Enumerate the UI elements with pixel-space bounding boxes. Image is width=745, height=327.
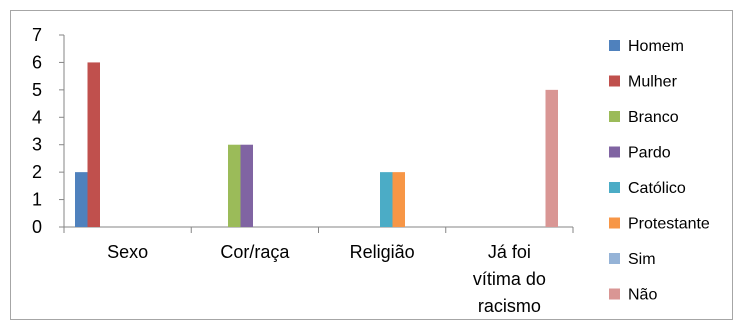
bar-protestante <box>392 172 405 227</box>
legend-label: Sim <box>628 251 656 268</box>
bar-mulher <box>87 62 100 227</box>
legend-label: Não <box>628 287 657 304</box>
chart-frame <box>10 10 733 320</box>
bar-não <box>545 89 558 227</box>
y-tick-label: 7 <box>32 25 42 45</box>
y-tick-label: 4 <box>32 107 42 127</box>
legend-swatch <box>609 288 620 300</box>
category-label: Já foi <box>488 242 531 262</box>
legend: Homem Mulher Branco Pardo Católico Protestant… <box>609 38 710 304</box>
category-labels: Sexo Cor/raça Religião Já foi vítima do racis… <box>107 242 546 316</box>
category-label: Cor/raça <box>220 242 290 262</box>
legend-label: Pardo <box>628 145 671 162</box>
legend-swatch <box>609 146 620 158</box>
y-tick-label: 0 <box>32 217 42 237</box>
legend-swatch <box>609 75 620 87</box>
legend-swatch <box>609 253 620 264</box>
legend-swatch <box>609 217 620 229</box>
legend-label: Mulher <box>628 74 678 91</box>
legend-swatch <box>609 182 620 193</box>
category-label: Sexo <box>107 242 148 262</box>
y-tick-label: 3 <box>32 135 42 155</box>
bar-homem <box>75 172 88 227</box>
y-tick-label: 2 <box>32 162 42 182</box>
y-tick-label: 6 <box>32 52 42 72</box>
category-label: Religião <box>350 242 415 262</box>
category-label: racismo <box>478 296 541 316</box>
y-tick-label: 5 <box>32 80 42 100</box>
bars <box>75 62 558 227</box>
legend-swatch <box>609 40 620 51</box>
legend-label: Protestante <box>628 216 710 233</box>
legend-label: Católico <box>628 180 686 197</box>
legend-label: Homem <box>628 38 684 55</box>
bar-branco <box>228 144 241 227</box>
legend-label: Branco <box>628 109 679 126</box>
bar-pardo <box>240 144 253 227</box>
legend-swatch <box>609 111 620 122</box>
y-tick-label: 1 <box>32 190 42 210</box>
bar-católico <box>380 172 393 227</box>
axes: 0 1 2 3 4 5 6 7 <box>32 25 574 237</box>
category-label: vítima do <box>473 269 546 289</box>
